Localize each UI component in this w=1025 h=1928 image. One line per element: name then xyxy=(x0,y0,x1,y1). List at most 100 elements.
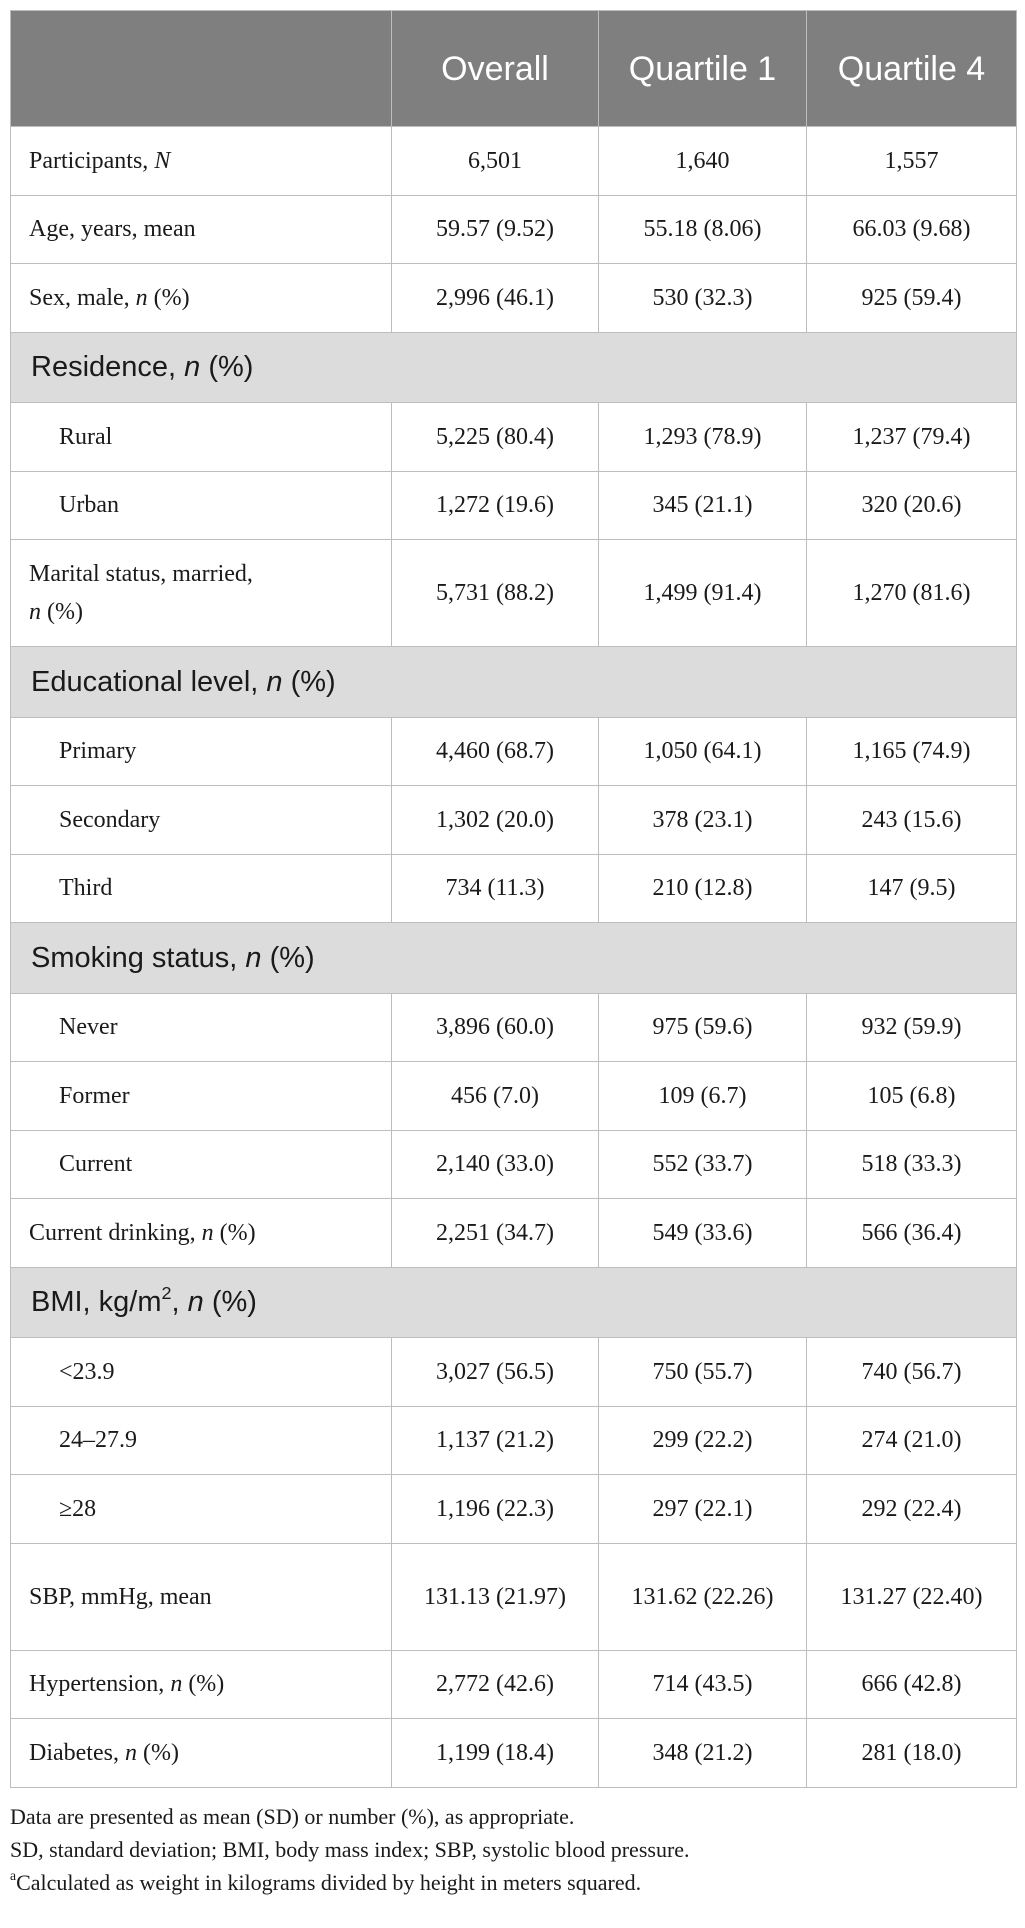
row-label-tail: (%) xyxy=(147,284,190,311)
row-label-text: Age, years, mean xyxy=(29,216,196,243)
value-cell: 297 (22.1) xyxy=(598,1474,807,1544)
row-label: Third xyxy=(10,853,392,923)
row-label-text: Participants, xyxy=(29,147,155,174)
table-row: Third 734 (11.3) 210 (12.8) 147 (9.5) xyxy=(10,853,1017,923)
row-label-italic: n xyxy=(266,665,283,698)
value-cell: 320 (20.6) xyxy=(806,470,1017,540)
value-cell: 456 (7.0) xyxy=(391,1061,599,1131)
header-row: Overall Quartile 1 Quartile 4 xyxy=(10,10,1017,127)
row-label: 24–27.9 xyxy=(10,1405,392,1475)
row-label-text: Diabetes, xyxy=(29,1739,125,1766)
section-row: BMI, kg/m2, n (%) xyxy=(10,1266,1017,1338)
table-row: Secondary 1,302 (20.0) 378 (23.1) 243 (15.6… xyxy=(10,785,1017,855)
section-heading: Educational level, n (%) xyxy=(10,646,1017,718)
value-cell: 734 (11.3) xyxy=(391,853,599,923)
row-label-text: Hypertension, xyxy=(29,1671,171,1698)
value-cell: 549 (33.6) xyxy=(598,1198,807,1268)
table-row: Current drinking, n (%) 2,251 (34.7) 549 (… xyxy=(10,1198,1017,1268)
table-row: Marital status, married, n (%) 5,731 (88.2… xyxy=(10,539,1017,647)
value-cell: 109 (6.7) xyxy=(598,1061,807,1131)
row-label-italic: n xyxy=(135,284,148,311)
row-label-tail: (%) xyxy=(182,1671,225,1698)
section-heading: Residence, n (%) xyxy=(10,331,1017,403)
value-cell: 2,251 (34.7) xyxy=(391,1198,599,1268)
value-cell: 105 (6.8) xyxy=(806,1061,1017,1131)
table-body: Participants, N 6,501 1,640 1,557 Age, years… xyxy=(10,126,1017,1788)
row-label: Secondary xyxy=(10,785,392,855)
row-label-superscript: 2 xyxy=(161,1282,172,1303)
value-cell: 3,027 (56.5) xyxy=(391,1337,599,1407)
value-cell: 5,225 (80.4) xyxy=(391,402,599,472)
value-cell: 750 (55.7) xyxy=(598,1337,807,1407)
row-label-italic: n xyxy=(29,599,41,625)
table-footnotes: Data are presented as mean (SD) or numbe… xyxy=(10,1800,1016,1899)
row-label: <23.9 xyxy=(10,1337,392,1407)
value-cell: 345 (21.1) xyxy=(598,470,807,540)
row-label-tail: (%) xyxy=(200,351,254,384)
header-cell-overall: Overall xyxy=(391,10,599,127)
value-cell: 210 (12.8) xyxy=(598,853,807,923)
table-row: Hypertension, n (%) 2,772 (42.6) 714 (43.5… xyxy=(10,1649,1017,1719)
section-row: Residence, n (%) xyxy=(10,331,1017,403)
header-cell-quartile-1: Quartile 1 xyxy=(598,10,807,127)
row-label: Participants, N xyxy=(10,126,392,196)
section-heading: BMI, kg/m2, n (%) xyxy=(10,1266,1017,1338)
section-heading: Smoking status, n (%) xyxy=(10,922,1017,994)
value-cell: 714 (43.5) xyxy=(598,1649,807,1719)
baseline-characteristics-table: Overall Quartile 1 Quartile 4 Participan… xyxy=(10,10,1017,1788)
value-cell: 1,499 (91.4) xyxy=(598,539,807,647)
row-label-text: Smoking status, xyxy=(31,941,246,974)
row-label: Current drinking, n (%) xyxy=(10,1198,392,1268)
value-cell: 2,140 (33.0) xyxy=(391,1129,599,1199)
table-row: Never 3,896 (60.0) 975 (59.6) 932 (59.9) xyxy=(10,992,1017,1062)
table-row: SBP, mmHg, mean 131.13 (21.97) 131.62 (22.… xyxy=(10,1542,1017,1651)
table-container: Overall Quartile 1 Quartile 4 Participan… xyxy=(10,10,1017,1788)
row-label-tail: (%) xyxy=(136,1739,179,1766)
value-cell: 59.57 (9.52) xyxy=(391,194,599,264)
footnote-1: Data are presented as mean (SD) or numbe… xyxy=(10,1804,575,1829)
row-label-italic: n xyxy=(170,1671,183,1698)
value-cell: 530 (32.3) xyxy=(598,263,807,333)
row-label: Age, years, mean xyxy=(10,194,392,264)
table-row: 24–27.9 1,137 (21.2) 299 (22.2) 274 (21.0) xyxy=(10,1405,1017,1475)
value-cell: 4,460 (68.7) xyxy=(391,716,599,786)
row-label-italic: N xyxy=(154,147,171,174)
value-cell: 925 (59.4) xyxy=(806,263,1017,333)
row-label-italic: n xyxy=(184,351,201,384)
value-cell: 131.62 (22.26) xyxy=(598,1542,807,1651)
section-row: Educational level, n (%) xyxy=(10,646,1017,718)
value-cell: 348 (21.2) xyxy=(598,1718,807,1788)
row-label: Marital status, married, n (%) xyxy=(10,539,392,647)
table-row: Participants, N 6,501 1,640 1,557 xyxy=(10,126,1017,196)
value-cell: 66.03 (9.68) xyxy=(806,194,1017,264)
row-label-text: SBP, mmHg, mean xyxy=(29,1583,212,1610)
row-label-italic: n xyxy=(124,1739,137,1766)
value-cell: 378 (23.1) xyxy=(598,785,807,855)
value-cell: 1,302 (20.0) xyxy=(391,785,599,855)
row-label: Primary xyxy=(10,716,392,786)
value-cell: 1,272 (19.6) xyxy=(391,470,599,540)
value-cell: 131.27 (22.40) xyxy=(806,1542,1017,1651)
table-row: Urban 1,272 (19.6) 345 (21.1) 320 (20.6) xyxy=(10,470,1017,540)
value-cell: 1,199 (18.4) xyxy=(391,1718,599,1788)
row-label-tail: (%) xyxy=(41,599,83,625)
value-cell: 1,293 (78.9) xyxy=(598,402,807,472)
table-row: Sex, male, n (%) 2,996 (46.1) 530 (32.3) 92… xyxy=(10,263,1017,333)
value-cell: 2,996 (46.1) xyxy=(391,263,599,333)
row-label-text-mid: , xyxy=(171,1286,188,1319)
value-cell: 666 (42.8) xyxy=(806,1649,1017,1719)
value-cell: 274 (21.0) xyxy=(806,1405,1017,1475)
footnote-3: aCalculated as weight in kilograms divid… xyxy=(10,1866,1016,1899)
value-cell: 131.13 (21.97) xyxy=(391,1542,599,1651)
value-cell: 740 (56.7) xyxy=(806,1337,1017,1407)
row-label: Current xyxy=(10,1129,392,1199)
section-row: Smoking status, n (%) xyxy=(10,922,1017,994)
value-cell: 1,237 (79.4) xyxy=(806,402,1017,472)
value-cell: 518 (33.3) xyxy=(806,1129,1017,1199)
row-label-text: Marital status, married, xyxy=(29,561,253,587)
value-cell: 1,196 (22.3) xyxy=(391,1474,599,1544)
row-label-tail: (%) xyxy=(261,941,315,974)
value-cell: 2,772 (42.6) xyxy=(391,1649,599,1719)
value-cell: 6,501 xyxy=(391,126,599,196)
value-cell: 5,731 (88.2) xyxy=(391,539,599,647)
